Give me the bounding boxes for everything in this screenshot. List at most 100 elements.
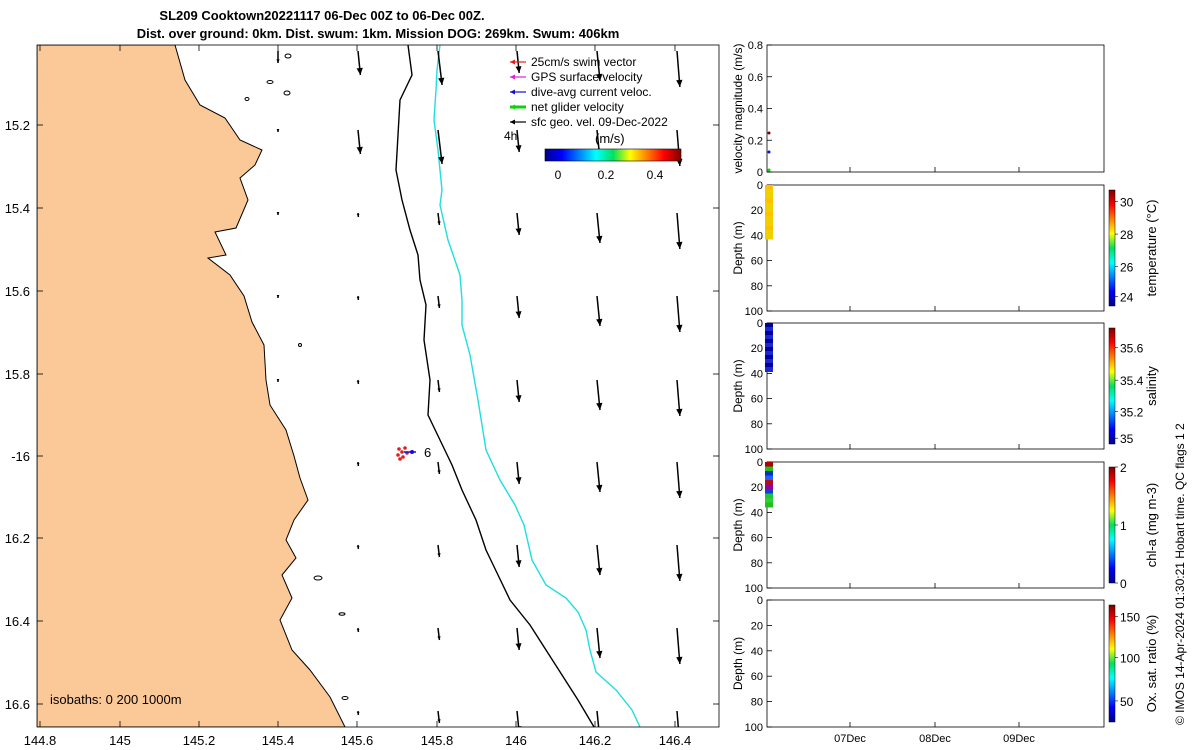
panel-ytick-label: 0: [757, 595, 763, 607]
glider-position: [396, 446, 416, 461]
chla-profile-cell: [765, 480, 773, 485]
panel-ytick-label: 0.6: [748, 72, 763, 84]
salinity-profile-cell: [765, 351, 773, 356]
map-ytick-label: 15.4: [5, 201, 30, 216]
legend-label: 25cm/s swim vector: [531, 55, 636, 69]
legend-label: dive-avg current veloc.: [531, 85, 652, 99]
geo-vel-arrow: [515, 212, 522, 236]
chla-profile-cell: [765, 475, 773, 481]
map-xtick-label: 145.8: [421, 733, 454, 748]
chart-title: SL209 Cooktown20221117 06-Dec 00Z to 06-…: [159, 8, 484, 23]
map-xtick-label: 146.4: [659, 733, 692, 748]
legend-label: sfc geo. vel. 09-Dec-2022: [531, 115, 668, 129]
map-frame: [36, 44, 720, 728]
time-tick-label: 09Dec: [1003, 733, 1035, 745]
imos-footer-note: © IMOS 14-Apr-2024 01:30:21 Hobart time.…: [1173, 423, 1187, 725]
panel-ytick-label: 60: [751, 394, 763, 406]
panel-1: 0.8 0.6 0.4 0.2 0 velocity magnitude (m/s): [731, 40, 1105, 179]
chla-profile-cell: [765, 498, 773, 503]
salinity-profile-cell: [765, 359, 773, 364]
isobaths-label: isobaths: 0 200 1000m: [50, 692, 182, 707]
panel-ytick-label: 0.2: [748, 135, 763, 147]
velocity-point: [767, 168, 771, 172]
geo-vel-arrow: [596, 544, 603, 576]
panel-ylabel: velocity magnitude (m/s): [731, 43, 745, 173]
panel-colorbar: [1108, 604, 1116, 723]
chart-subtitle: Dist. over ground: 0km. Dist. swum: 1km.…: [137, 26, 620, 41]
legend-label: GPS surface velocity: [531, 70, 642, 84]
geo-vel-arrow: [515, 544, 522, 568]
panel-ytick-label: 80: [751, 419, 763, 431]
temperature-profile-cell: [765, 198, 773, 204]
panel-frame: [766, 461, 1105, 589]
geo-vel-arrow: [676, 710, 680, 727]
temperature-profile-cell: [765, 216, 773, 222]
map-ytick-label: 16.4: [5, 614, 30, 629]
panel-colorbar-label: Ox. sat. ratio (%): [1144, 615, 1159, 713]
geo-vel-arrow: [356, 710, 360, 716]
panel-ylabel: Depth (m): [731, 359, 745, 412]
temperature-profile-cell: [765, 194, 773, 199]
colorbar-tick-label: 50: [1120, 695, 1134, 709]
map-ytick-label: 16.6: [5, 697, 30, 712]
colorbar-tick-label: 35: [1120, 432, 1134, 446]
colorbar-tick-label: 2: [1120, 461, 1127, 475]
chla-profile-cell: [765, 484, 773, 490]
temperature-profile-cell: [765, 230, 773, 235]
geo-vel-arrow: [596, 461, 603, 493]
isobath-1000m: [433, 45, 641, 727]
panel-ytick-label: 20: [751, 205, 763, 217]
geo-vel-arrow: [276, 51, 280, 63]
salinity-profile-cell: [765, 327, 773, 332]
legend-swatch-head: [510, 59, 515, 65]
panel-ytick-label: 0: [757, 167, 763, 179]
geo-vel-arrow: [596, 710, 600, 727]
panel-ytick-label: 40: [751, 646, 763, 658]
panel-ytick-label: 100: [745, 306, 763, 318]
map-panel: 6 isobaths: 0 200 1000m 144.8 145 145.2 145…: [5, 44, 720, 748]
colorbar-tick-label: 30: [1120, 196, 1134, 210]
geo-vel-arrow: [437, 710, 441, 724]
panel-ytick-label: 40: [751, 230, 763, 242]
geo-vel-arrow: [276, 212, 280, 215]
geo-vel-arrow: [515, 295, 522, 319]
panel-ytick-label: 80: [751, 697, 763, 709]
panel-ytick-label: 60: [751, 671, 763, 683]
map-xtick-label: 146: [505, 733, 527, 748]
geo-vel-arrow: [596, 50, 603, 82]
legend-item: GPS surface velocity: [510, 70, 642, 84]
colorbar-title: (m/s): [595, 131, 625, 146]
temperature-profile-cell: [765, 185, 773, 190]
colorbar-tick-1: 0.2: [598, 168, 615, 182]
time-axis: 07Dec 08Dec 09Dec: [834, 733, 1035, 745]
panel-ytick-label: 40: [751, 368, 763, 380]
legend-swatch-head: [510, 74, 515, 80]
map-ytick-label: 15.8: [5, 367, 30, 382]
panel-ylabel: Depth (m): [731, 498, 745, 551]
chla-profile-cell: [765, 489, 773, 494]
velocity-point: [767, 150, 771, 154]
panel-ytick-label: 80: [751, 281, 763, 293]
geo-vel-arrow: [437, 50, 445, 86]
panel-5: 0 20 40 60 80 100 Depth (m) 150 100 50 Ox. sat. ra…: [731, 595, 1159, 734]
salinity-profile-cell: [765, 323, 773, 328]
map-xtick-label: 145.6: [341, 733, 374, 748]
colorbar-tick-label: 35.4: [1120, 374, 1144, 388]
legend-label: net glider velocity: [531, 100, 624, 114]
map-ytick-label: 16.2: [5, 531, 30, 546]
reef-outlines: [244, 53, 349, 700]
geo-vel-arrow: [676, 544, 683, 582]
geo-vel-arrow: [356, 212, 360, 218]
geo-vel-arrow: [437, 212, 441, 226]
colorbar-tick-label: 1: [1120, 519, 1127, 533]
salinity-profile-cell: [765, 355, 773, 360]
map-xtick-label: 145.4: [262, 733, 295, 748]
panel-ytick-label: 100: [745, 722, 763, 734]
panel-ytick-label: 100: [745, 444, 763, 456]
panel-colorbar-label: salinity: [1144, 366, 1159, 406]
panel-ytick-label: 60: [751, 256, 763, 268]
panel-colorbar: [1108, 466, 1116, 584]
map-ytick-label: 15.2: [5, 118, 30, 133]
chla-profile-cell: [765, 493, 773, 499]
panel-colorbar-label: temperature (°C): [1144, 200, 1159, 297]
